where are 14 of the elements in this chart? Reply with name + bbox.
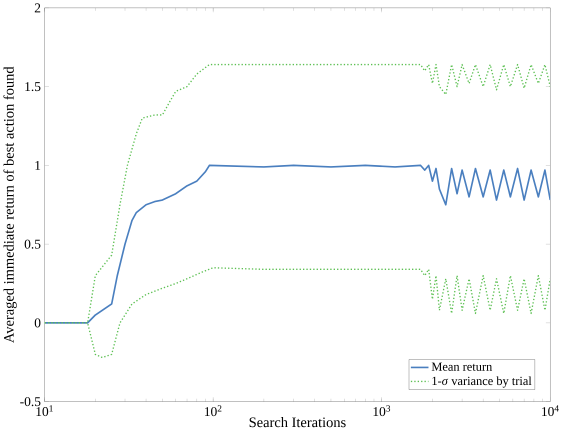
y-tick-label: 0 <box>34 318 40 328</box>
x-axis-title: Search Iterations <box>250 417 346 428</box>
x-tick-label: 10$^{3}$ <box>374 405 390 416</box>
legend-label: Mean return <box>432 362 492 371</box>
x-tick-label: 10$^{2}$ <box>205 405 222 416</box>
legend-label: 1-σ variance by trial <box>432 376 532 388</box>
y-tick-label: -0.5 <box>20 397 40 406</box>
x-tick-label: 10$^{4}$ <box>542 405 559 416</box>
y-tick-label: 2 <box>34 4 40 13</box>
y-tick-label: 1.5 <box>25 82 40 92</box>
y-tick-label: 0.5 <box>24 240 40 249</box>
x-tick-label: 10$^{1}$ <box>36 405 53 416</box>
y-axis-title: Averaged immediate return of best action found <box>3 66 17 344</box>
y-tick-label: 1 <box>35 161 40 170</box>
